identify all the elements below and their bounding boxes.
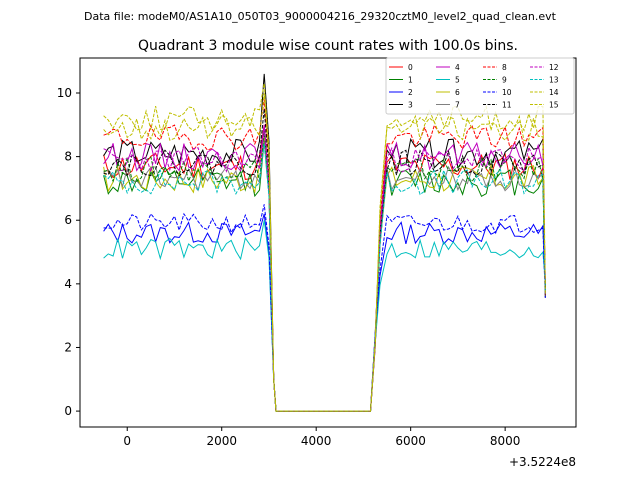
legend-label-7: 7 <box>455 101 460 110</box>
x-tick-label: 0 <box>123 434 131 448</box>
legend-label-12: 12 <box>549 63 559 72</box>
legend-label-4: 4 <box>455 63 460 72</box>
legend-label-15: 15 <box>549 101 559 110</box>
y-tick-label: 2 <box>64 340 72 354</box>
tick-layer: 0 2000 4000 6000 8000 0 2 4 6 8 10 <box>57 86 521 448</box>
legend-label-8: 8 <box>502 63 507 72</box>
x-tick-label: 2000 <box>206 434 237 448</box>
series-line-11 <box>103 108 546 412</box>
chart-title: Quadrant 3 module wise count rates with … <box>138 38 518 54</box>
legend-label-10: 10 <box>502 88 512 97</box>
figure-suptitle: Data file: modeM0/AS1A10_050T03_90000042… <box>84 10 557 23</box>
legend-label-9: 9 <box>502 76 507 85</box>
axes-frame <box>79 57 577 428</box>
legend-label-11: 11 <box>502 101 512 110</box>
x-tick-label: 8000 <box>490 434 521 448</box>
y-tick-label: 0 <box>64 404 72 418</box>
legend-label-14: 14 <box>549 88 559 97</box>
y-tick-label: 10 <box>57 86 72 100</box>
legend-label-3: 3 <box>408 101 413 110</box>
y-tick-label: 4 <box>64 277 72 291</box>
legend-frame <box>385 57 575 115</box>
series-line-15 <box>103 92 546 412</box>
x-tick-label: 4000 <box>301 434 332 448</box>
series-line-14 <box>103 83 546 412</box>
y-tick-label: 6 <box>64 213 72 227</box>
legend-label-2: 2 <box>408 88 413 97</box>
y-tick-label: 8 <box>64 150 72 164</box>
x-tick-label: 6000 <box>395 434 426 448</box>
legend-label-1: 1 <box>408 76 413 85</box>
x-offset-label: +3.5224e8 <box>509 455 576 469</box>
legend-label-6: 6 <box>455 88 460 97</box>
legend-label-13: 13 <box>549 76 559 85</box>
legend-label-0: 0 <box>408 63 413 72</box>
series-layer <box>103 73 546 412</box>
legend-label-5: 5 <box>455 76 460 85</box>
